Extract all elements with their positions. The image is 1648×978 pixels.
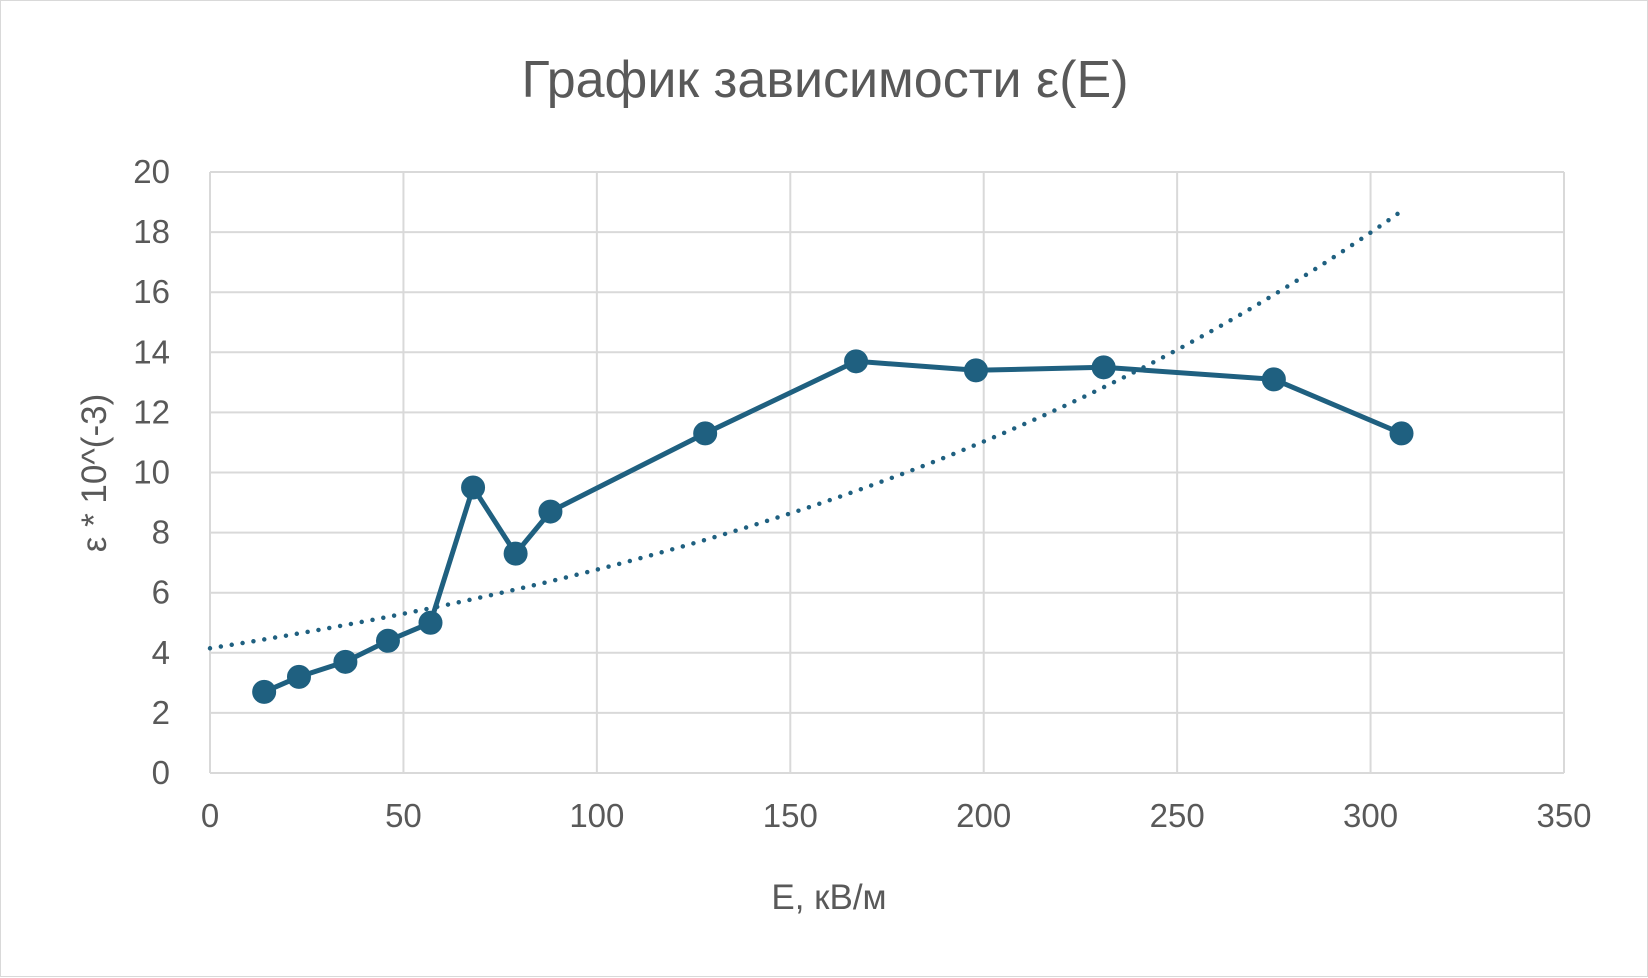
data-point (693, 421, 718, 446)
y-tick-label: 16 (133, 273, 170, 310)
y-tick-label: 20 (133, 153, 170, 190)
series-line (263, 358, 1403, 695)
y-tick-label: 12 (133, 393, 170, 430)
trendline-path (207, 208, 1404, 651)
y-tick-label: 0 (152, 754, 170, 791)
data-series (252, 349, 1414, 704)
y-tick-label: 6 (152, 574, 170, 611)
y-tick-label: 18 (133, 213, 170, 250)
y-tick-label: 2 (152, 694, 170, 731)
data-point (1389, 421, 1414, 446)
x-tick-label: 0 (201, 797, 219, 834)
data-point (418, 610, 443, 635)
data-point (1091, 355, 1116, 380)
data-point (461, 475, 486, 500)
x-tick-label: 250 (1150, 797, 1205, 834)
x-tick-label: 50 (385, 797, 422, 834)
x-tick-label: 200 (956, 797, 1011, 834)
data-point (1261, 367, 1286, 392)
y-tick-label: 8 (152, 514, 170, 551)
x-tick-label: 150 (763, 797, 818, 834)
data-point (333, 649, 358, 674)
y-axis-label: ε * 10^(-3) (75, 394, 114, 552)
x-tick-label: 100 (569, 797, 624, 834)
x-axis-label: E, кВ/м (771, 878, 886, 917)
y-tick-label: 4 (152, 634, 170, 671)
data-point (503, 541, 528, 566)
x-tick-label: 350 (1536, 797, 1591, 834)
y-tick-label: 14 (133, 333, 170, 370)
y-axis-ticks: 0 2 4 6 8 10 12 14 16 18 20 (133, 153, 170, 791)
data-point (844, 349, 869, 374)
trendline (207, 208, 1404, 651)
data-point (538, 499, 563, 524)
data-point (375, 628, 400, 653)
grid-lines (209, 171, 1565, 774)
x-axis-ticks: 0 50 100 150 200 250 300 350 (201, 797, 1592, 834)
data-point (286, 664, 311, 689)
data-point (963, 358, 988, 383)
y-tick-label: 10 (133, 454, 170, 491)
data-point (252, 679, 277, 704)
chart-title: График зависимости ε(E) (521, 51, 1128, 109)
x-tick-label: 300 (1343, 797, 1398, 834)
